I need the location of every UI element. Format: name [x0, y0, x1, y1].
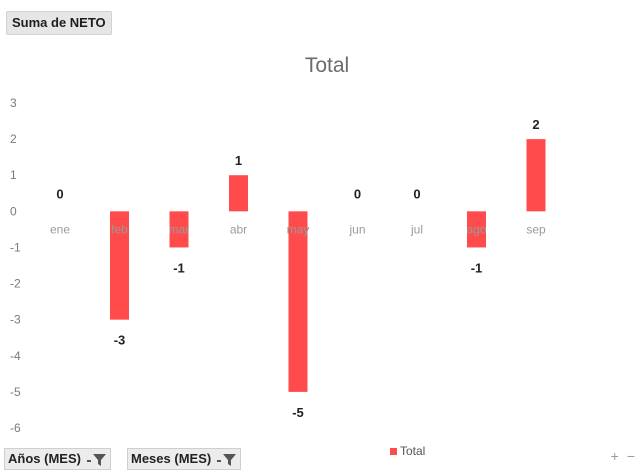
x-category-label: ago — [466, 222, 486, 236]
y-tick-label: 1 — [10, 168, 17, 182]
bars — [110, 139, 546, 392]
filter-label-anos: Años (MES) — [8, 451, 81, 466]
filter-icon — [86, 451, 107, 467]
x-category-label: jul — [410, 222, 423, 236]
x-category-label: jun — [348, 222, 365, 236]
filter-button-meses[interactable]: Meses (MES) — [127, 448, 242, 470]
bar[interactable] — [467, 211, 486, 248]
bar[interactable] — [110, 211, 129, 320]
value-field-button[interactable]: Suma de NETO — [6, 11, 112, 35]
data-label: 1 — [235, 153, 242, 168]
bar[interactable] — [288, 211, 308, 392]
x-axis-categories: ene feb mar abr may jun jul ago sep — [50, 222, 546, 236]
legend: Total — [390, 444, 425, 458]
zoom-in-icon[interactable]: + — [610, 448, 619, 464]
filter-button-anos[interactable]: Años (MES) — [4, 448, 111, 470]
y-tick-label: -4 — [10, 349, 21, 363]
bar[interactable] — [526, 139, 546, 212]
y-tick-label: 0 — [10, 204, 17, 218]
data-label: 0 — [56, 186, 63, 201]
data-label: 2 — [532, 117, 539, 132]
y-tick-label: -2 — [10, 277, 21, 291]
data-label: -1 — [471, 260, 483, 275]
legend-swatch — [390, 447, 397, 455]
y-tick-label: -1 — [10, 240, 21, 254]
y-tick-label: -6 — [10, 421, 21, 435]
filter-icon — [217, 451, 237, 467]
zoom-controls[interactable]: + − — [611, 448, 635, 464]
y-tick-label: -5 — [10, 385, 21, 399]
x-category-label: abr — [230, 222, 247, 236]
bar[interactable] — [169, 211, 189, 248]
data-labels: 0 -3 -1 1 -5 0 0 -1 2 — [56, 117, 539, 420]
y-tick-label: 3 — [10, 96, 17, 110]
y-axis: 3 2 1 0 -1 -2 -3 -4 -5 -6 — [10, 96, 21, 435]
filter-label-meses: Meses (MES) — [131, 451, 212, 466]
x-category-label: mar — [169, 222, 190, 236]
zoom-out-icon[interactable]: − — [626, 448, 635, 464]
x-category-label: feb — [111, 222, 128, 236]
x-category-label: sep — [526, 222, 546, 236]
data-label: 0 — [413, 186, 420, 201]
data-label: -1 — [173, 260, 185, 275]
data-label: 0 — [354, 186, 361, 201]
bar[interactable] — [229, 175, 248, 212]
x-category-label: ene — [50, 222, 70, 236]
x-category-label: may — [287, 222, 310, 236]
data-label: -5 — [292, 405, 304, 420]
legend-label: Total — [400, 444, 426, 458]
data-label: -3 — [114, 333, 126, 348]
y-tick-label: -3 — [10, 313, 21, 327]
chart-title: Total — [305, 54, 349, 77]
y-tick-label: 2 — [10, 132, 17, 146]
